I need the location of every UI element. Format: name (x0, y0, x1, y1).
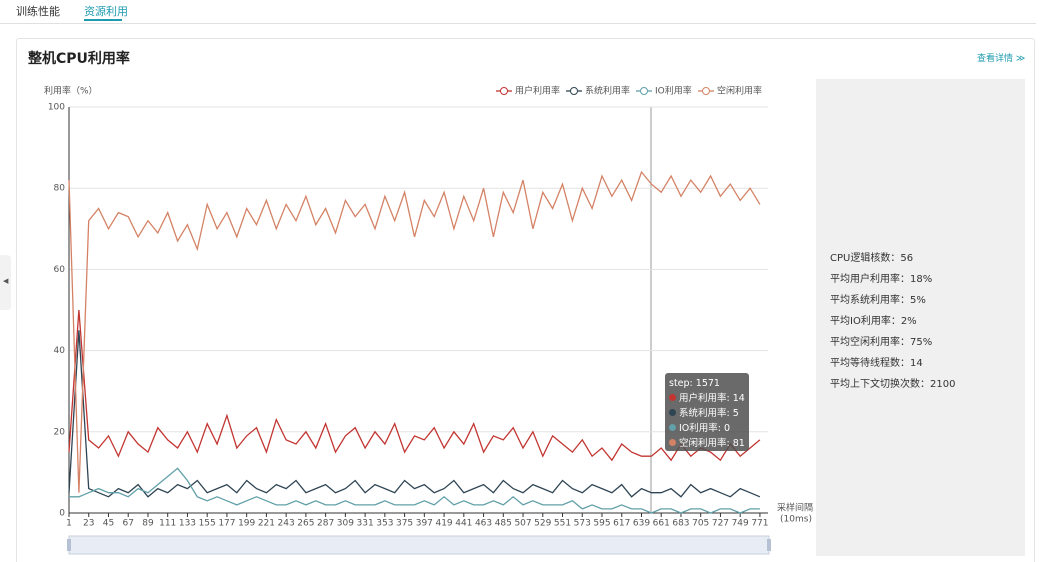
card (16, 38, 1035, 562)
legend-marker (570, 87, 578, 95)
x-tick-label: 705 (692, 519, 709, 529)
tooltip-title: step: 1571 (669, 378, 720, 389)
tooltip-text: 用户利用率: 14 (679, 393, 745, 404)
legend-marker (702, 87, 710, 95)
x-tick-label: 771 (751, 519, 768, 529)
y-tick-label: 40 (54, 346, 66, 356)
y-tick-label: 80 (54, 184, 66, 194)
detail-link-text[interactable]: 查看详情 (977, 54, 1014, 64)
tab-indicator (84, 19, 122, 21)
x-tick-label: 683 (672, 519, 689, 529)
x-tick-label: 573 (574, 519, 591, 529)
y-tick-label: 60 (54, 265, 66, 275)
legend-marker (500, 87, 508, 95)
x-tick-label: 111 (159, 519, 176, 529)
tooltip-item: 系统利用率: 5 (669, 406, 745, 421)
x-tick-label: 551 (554, 519, 571, 529)
x-tick-label: 661 (653, 519, 670, 529)
legend-label: 系统利用率 (585, 85, 630, 97)
x-tick-label: 45 (103, 519, 114, 529)
x-tick-label: 595 (593, 519, 610, 529)
x-tick-label: 309 (337, 519, 354, 529)
zoom-handle[interactable] (67, 539, 71, 551)
tooltip-text: IO利用率: 0 (679, 423, 731, 434)
stat: 平均用户利用率：18% (830, 274, 933, 285)
series-line (69, 467, 760, 514)
y-tick-label: 0 (59, 509, 65, 519)
x-tick-label: 221 (258, 519, 275, 529)
legend-label: IO利用率 (655, 85, 692, 97)
x-tick-label: 375 (396, 519, 413, 529)
series-line (68, 170, 761, 493)
x-tick-label: 155 (199, 519, 216, 529)
x-tick-label: 331 (357, 519, 374, 529)
stat: 平均空闲利用率：75% (830, 337, 933, 348)
x-axis-label: (10ms) (780, 515, 812, 525)
tooltip-item: IO利用率: 0 (669, 421, 745, 436)
x-axis-label: 采样间隔 (777, 502, 813, 514)
zoom-handle[interactable] (767, 539, 771, 551)
stat: 平均等待线程数：14 (830, 358, 923, 369)
series-line (68, 309, 761, 462)
divider (0, 23, 1036, 24)
x-tick-label: 749 (732, 519, 749, 529)
x-tick-label: 485 (495, 519, 512, 529)
x-tick-label: 441 (455, 519, 472, 529)
x-tick-label: 89 (142, 519, 154, 529)
stat: 平均IO利用率：2% (830, 316, 917, 327)
stat: 平均系统利用率：5% (830, 295, 926, 306)
detail-link[interactable]: 查看详情 ≫ (977, 54, 1026, 64)
y-tick-label: 100 (48, 103, 65, 113)
legend-label: 用户利用率 (515, 85, 560, 97)
y-axis-label: 利用率（%） (44, 85, 98, 97)
x-tick-label: 463 (475, 519, 492, 529)
tooltip-text: 空闲利用率: 81 (679, 438, 745, 449)
x-tick-label: 177 (218, 519, 235, 529)
x-tick-label: 397 (416, 519, 433, 529)
tooltip: step: 1571 用户利用率: 14 系统利用率: 5 IO利用率: 0 空… (665, 373, 749, 451)
collapse-handle[interactable]: ◀ (0, 255, 11, 310)
x-tick-label: 287 (317, 519, 334, 529)
x-tick-label: 639 (633, 519, 650, 529)
x-tick-label: 353 (376, 519, 393, 529)
x-tick-label: 265 (297, 519, 314, 529)
tab-active[interactable]: 资源利用 (84, 5, 128, 18)
x-tick-label: 507 (514, 519, 531, 529)
tab[interactable]: 训练性能 (16, 5, 60, 18)
zoom-slider[interactable] (68, 535, 770, 555)
x-tick-label: 23 (83, 519, 94, 529)
y-tick-label: 20 (54, 427, 66, 437)
x-tick-label: 199 (238, 519, 255, 529)
x-tick-label: 727 (712, 519, 729, 529)
legend-label: 空闲利用率 (717, 85, 762, 97)
x-tick-label: 67 (122, 519, 133, 529)
x-tick-label: 419 (435, 519, 452, 529)
stats-panel (816, 79, 1025, 556)
tooltip-item: 用户利用率: 14 (669, 391, 745, 406)
tooltip-text: 系统利用率: 5 (679, 408, 739, 419)
tooltip-item: 空闲利用率: 81 (669, 436, 745, 451)
x-tick-label: 529 (534, 519, 551, 529)
series-line (68, 330, 761, 498)
stat: CPU逻辑核数：56 (830, 253, 914, 264)
x-tick-label: 133 (179, 519, 196, 529)
card-title: 整机CPU利用率 (28, 51, 130, 67)
legend-marker (640, 87, 648, 95)
x-tick-label: 617 (613, 519, 630, 529)
stat: 平均上下文切换次数：2100 (830, 379, 956, 390)
x-tick-label: 243 (278, 519, 295, 529)
x-tick-label: 1 (66, 519, 72, 529)
